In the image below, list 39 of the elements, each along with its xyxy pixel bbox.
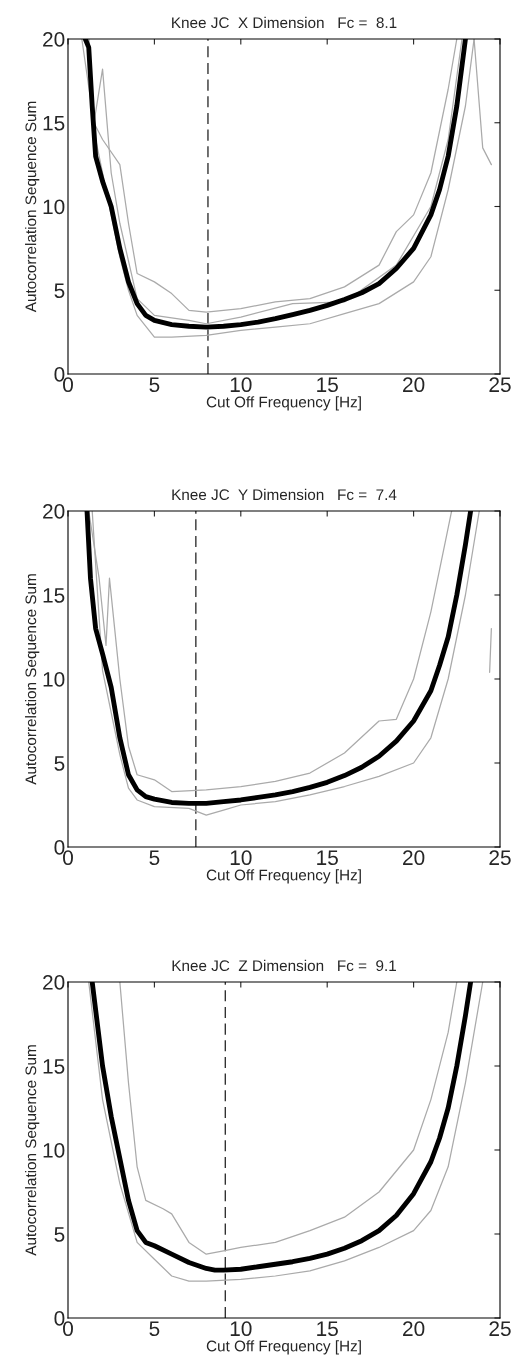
y-tick-label: 0 (54, 367, 65, 382)
y-tick-label: 15 (43, 1059, 65, 1074)
chart-title: Knee JC Y Dimension Fc = 7.4 (172, 488, 397, 501)
y-tick-label: 0 (54, 1311, 65, 1326)
x-axis-title: Cut Off Frequency [Hz] (206, 396, 361, 411)
y-axis-title: Autocorrelation Sequence Sum (25, 1045, 40, 1256)
x-tick-label: 5 (149, 850, 160, 866)
x-axis-title: Cut Off Frequency [Hz] (206, 1340, 361, 1355)
y-tick-label: 10 (43, 199, 65, 215)
y-tick-label: 5 (54, 283, 65, 298)
y-tick-label: 15 (43, 115, 65, 131)
y-tick-label: 0 (54, 840, 65, 855)
y-tick-label: 10 (43, 672, 65, 687)
y-tick-label: 20 (43, 504, 65, 519)
chart-title: Knee JC Z Dimension Fc = 9.1 (172, 959, 396, 972)
x-axis-title: Cut Off Frequency [Hz] (206, 869, 361, 884)
x-tick-label: 10 (230, 850, 252, 866)
y-tick-label: 20 (43, 975, 65, 990)
chart-title: Knee JC X Dimension Fc = 8.1 (172, 16, 397, 29)
x-tick-label: 5 (149, 1321, 160, 1337)
y-tick-label: 5 (54, 1227, 65, 1242)
x-tick-label: 20 (403, 377, 425, 393)
x-tick-label: 15 (317, 377, 338, 393)
x-tick-label: 15 (317, 1321, 338, 1337)
y-tick-label: 5 (54, 756, 65, 771)
x-tick-label: 5 (149, 377, 160, 393)
y-tick-label: 20 (43, 32, 65, 47)
y-tick-label: 10 (43, 1143, 65, 1158)
x-tick-label: 10 (230, 1321, 252, 1337)
y-tick-label: 15 (43, 588, 65, 603)
x-tick-label: 25 (489, 377, 511, 393)
y-axis-title: Autocorrelation Sequence Sum (25, 101, 40, 313)
x-tick-label: 20 (403, 850, 425, 866)
y-axis-title: Autocorrelation Sequence Sum (25, 574, 40, 785)
x-tick-label: 15 (317, 850, 338, 866)
x-tick-label: 20 (403, 1321, 425, 1337)
x-tick-label: 10 (230, 377, 252, 393)
x-tick-label: 25 (489, 1321, 511, 1337)
x-tick-label: 25 (489, 850, 511, 866)
